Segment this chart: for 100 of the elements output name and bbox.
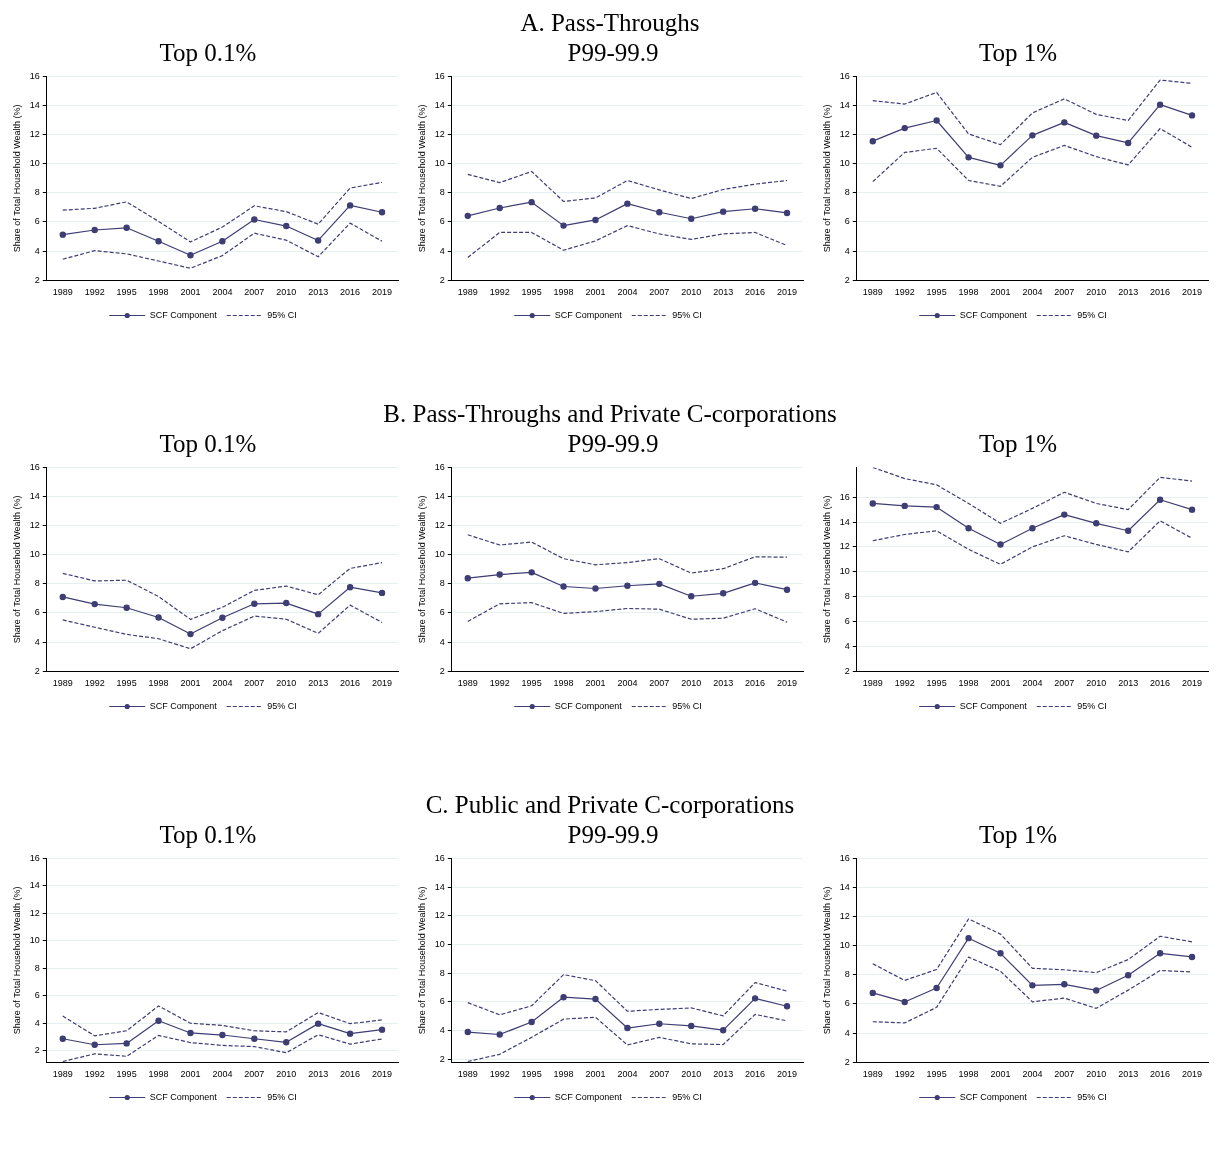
x-tick-label: 2007	[1054, 287, 1075, 298]
x-tick-label: 2016	[340, 1069, 361, 1080]
x-tick-label: 2007	[244, 678, 265, 689]
y-axis-title: Share of Total Household Wealth (%)	[821, 886, 832, 1035]
x-tick-label: 2019	[372, 678, 393, 689]
legend-label: SCF Component	[554, 309, 623, 320]
y-axis-title: Share of Total Household Wealth (%)	[416, 104, 427, 253]
x-tick-label: 1989	[52, 678, 73, 689]
x-tick-label: 2010	[681, 1069, 702, 1080]
x-tick-label: 2010	[1086, 678, 1107, 689]
x-tick-label: 2010	[681, 678, 702, 689]
y-tick-label: 14	[29, 491, 40, 501]
x-tick-label: 2016	[1150, 1069, 1171, 1080]
x-tick-label: 1998	[148, 678, 169, 689]
y-axis-title: Share of Total Household Wealth (%)	[11, 886, 22, 1035]
y-tick-label: 10	[29, 158, 40, 169]
x-tick-label: 2004	[617, 678, 638, 689]
chart-title: Top 1%	[978, 429, 1058, 459]
y-tick-label: 12	[434, 910, 445, 921]
y-tick-label: 12	[29, 907, 40, 918]
x-tick-label: 2016	[340, 287, 361, 298]
x-tick-label: 2007	[1054, 678, 1075, 689]
x-tick-label: 2013	[713, 1069, 734, 1080]
y-tick-label: 16	[839, 70, 850, 81]
y-tick-label: 4	[34, 636, 40, 647]
chart-title: Top 0.1%	[159, 429, 257, 459]
x-tick-label: 2004	[212, 1069, 233, 1080]
x-tick-label: 2001	[585, 1069, 606, 1080]
x-tick-label: 1989	[457, 287, 478, 298]
y-tick-label: 6	[844, 998, 850, 1009]
y-tick-label: 16	[434, 461, 445, 472]
legend-label: 95% CI	[672, 1091, 702, 1102]
x-tick-label: 1992	[894, 287, 915, 298]
legend-label: SCF Component	[959, 1091, 1028, 1102]
legend-label: SCF Component	[554, 1091, 623, 1102]
y-tick-label: 2	[439, 665, 445, 676]
x-tick-label: 1998	[553, 678, 574, 689]
x-tick-label: 1998	[958, 1069, 979, 1080]
x-tick-label: 1992	[84, 287, 105, 298]
x-tick-label: 2013	[308, 678, 329, 689]
y-tick-label: 2	[34, 274, 40, 285]
x-tick-label: 1992	[489, 287, 510, 298]
x-tick-label: 2007	[244, 1069, 265, 1080]
y-tick-label: 12	[839, 911, 850, 922]
y-tick-label: 8	[34, 962, 40, 973]
x-tick-label: 2013	[713, 678, 734, 689]
y-axis-title: Share of Total Household Wealth (%)	[11, 495, 22, 644]
y-tick-label: 16	[434, 852, 445, 863]
x-tick-label: 2007	[1054, 1069, 1075, 1080]
x-tick-label: 2004	[1022, 287, 1043, 298]
x-tick-label: 2001	[990, 287, 1011, 298]
x-tick-label: 2010	[1086, 1069, 1107, 1080]
y-tick-label: 4	[844, 640, 850, 651]
chart-title: Top 0.1%	[159, 820, 257, 850]
x-tick-label: 1995	[116, 287, 137, 298]
x-tick-label: 2019	[1182, 1069, 1203, 1080]
x-tick-label: 2001	[180, 1069, 201, 1080]
x-tick-label: 2013	[713, 287, 734, 298]
x-tick-label: 1998	[148, 287, 169, 298]
legend-label: 95% CI	[1077, 1091, 1107, 1102]
y-tick-label: 14	[29, 880, 40, 891]
x-tick-label: 2010	[1086, 287, 1107, 298]
y-tick-label: 12	[839, 541, 850, 552]
chart-title: P99-99.9	[567, 38, 659, 68]
x-tick-label: 1989	[52, 287, 73, 298]
x-tick-label: 1998	[148, 1069, 169, 1080]
x-tick-label: 1995	[521, 287, 542, 298]
x-tick-label: 2016	[745, 287, 766, 298]
x-tick-label: 2019	[1182, 678, 1203, 689]
legend-label: SCF Component	[554, 700, 623, 711]
y-tick-label: 14	[29, 100, 40, 110]
y-axis-title: Share of Total Household Wealth (%)	[416, 886, 427, 1035]
y-tick-label: 6	[439, 607, 445, 618]
y-tick-label: 12	[29, 520, 40, 531]
y-tick-label: 10	[29, 549, 40, 560]
y-tick-label: 10	[434, 158, 445, 169]
x-tick-label: 2013	[1118, 1069, 1139, 1080]
x-tick-label: 1995	[926, 1069, 947, 1080]
y-tick-label: 10	[434, 939, 445, 949]
x-tick-label: 1995	[116, 1069, 137, 1080]
x-tick-label: 1989	[457, 678, 478, 689]
y-tick-label: 8	[844, 969, 850, 980]
legend-label: SCF Component	[959, 700, 1028, 711]
x-tick-label: 1989	[862, 678, 883, 689]
y-tick-label: 6	[34, 990, 40, 1001]
y-tick-label: 14	[839, 100, 850, 110]
x-tick-label: 2001	[585, 678, 606, 689]
x-tick-label: 1995	[926, 287, 947, 298]
y-tick-label: 4	[34, 245, 40, 256]
chart-title: Top 1%	[978, 38, 1058, 68]
y-tick-label: 6	[34, 607, 40, 618]
x-tick-label: 2004	[1022, 1069, 1043, 1080]
y-tick-label: 14	[434, 100, 445, 110]
y-tick-label: 10	[434, 549, 445, 560]
x-tick-label: 2010	[681, 287, 702, 298]
legend-label: 95% CI	[267, 309, 297, 320]
x-tick-label: 2010	[276, 678, 297, 689]
y-axis-title: Share of Total Household Wealth (%)	[11, 104, 22, 253]
x-tick-label: 2016	[745, 1069, 766, 1080]
text: A. Pass-Throughs	[520, 9, 700, 36]
